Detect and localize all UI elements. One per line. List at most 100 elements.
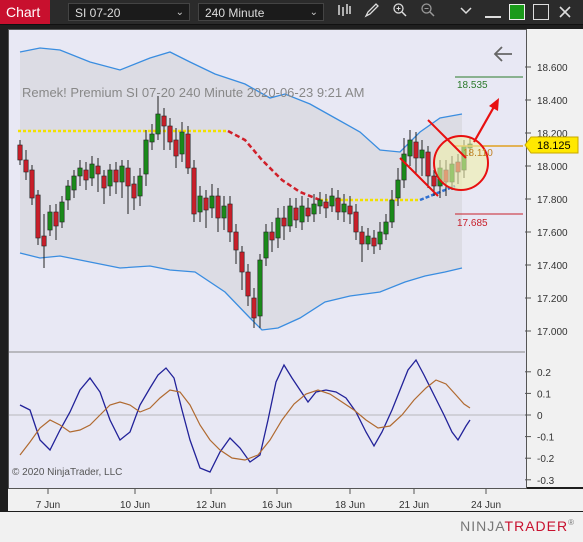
candle-body: [107, 169, 113, 187]
candle-body: [131, 183, 137, 199]
chevron-down-icon: ⌄: [309, 7, 318, 18]
oscillator-slow: [19, 379, 471, 461]
osc-tick-label: 0.2: [537, 368, 551, 379]
stop-price-label: 17.685: [457, 218, 488, 229]
candle-body: [377, 231, 383, 245]
zoom-in-icon[interactable]: [390, 2, 410, 22]
candle-body: [197, 195, 203, 213]
instrument-selector[interactable]: SI 07-20 ⌄: [68, 3, 190, 21]
candle-body: [113, 169, 119, 183]
bollinger-band: [19, 47, 463, 331]
ma-segment: [227, 129, 321, 202]
candle-body: [263, 231, 269, 259]
breakout-arrow: [473, 104, 496, 143]
link-color-button[interactable]: [509, 4, 525, 20]
time-tick-label: 21 Jun: [399, 500, 429, 511]
price-axis[interactable]: [527, 29, 583, 487]
interval-selector[interactable]: 240 Minute ⌄: [198, 3, 324, 21]
candle-body: [83, 169, 89, 181]
candle-body: [365, 235, 371, 245]
osc-tick-label: -0.2: [537, 454, 555, 465]
price-tick-label: 18.400: [537, 96, 568, 107]
footer: [0, 512, 583, 542]
candle-body: [311, 203, 317, 215]
candle-body: [389, 199, 395, 223]
ninjatrader-logo: NINJATRADER®: [460, 518, 575, 534]
candle-body: [77, 167, 83, 177]
logo-mark: ®: [568, 518, 575, 527]
highlight-circle: [433, 135, 489, 191]
candle-body: [47, 211, 53, 231]
osc-tick-label: -0.1: [537, 433, 555, 444]
candle-body: [317, 199, 323, 207]
candle-body: [287, 205, 293, 227]
candle-body: [401, 153, 407, 181]
bar-type-icon[interactable]: [334, 2, 354, 22]
candle-body: [191, 167, 197, 215]
candle-body: [155, 113, 161, 135]
pencil-icon[interactable]: [362, 2, 382, 22]
candle-body: [203, 197, 209, 211]
candle-body: [65, 185, 71, 201]
osc-tick-label: -0.3: [537, 476, 555, 487]
candle-body: [35, 194, 41, 239]
annotations: 18.535 17.685 18.110: [399, 76, 523, 229]
price-tick-label: 18.200: [537, 129, 568, 140]
candle-body: [173, 139, 179, 157]
chart-tab[interactable]: Chart: [0, 0, 50, 24]
candle-body: [251, 297, 257, 319]
candle-body: [149, 133, 155, 143]
price-tick-label: 18.000: [537, 162, 568, 173]
candle-body: [221, 205, 227, 219]
candle-body: [209, 195, 215, 209]
time-axis[interactable]: [8, 489, 583, 511]
candle-body: [71, 175, 77, 191]
candle-body: [413, 141, 419, 159]
candle-body: [281, 217, 287, 227]
last-price-label: 18.125: [537, 140, 571, 152]
axis-labels: 18.600 18.400 18.200 18.000 17.800 17.600 17.4…: [36, 63, 579, 511]
candle-body: [119, 165, 125, 183]
maximize-button[interactable]: [533, 4, 549, 20]
candle-body: [101, 175, 107, 189]
candle-body: [341, 203, 347, 213]
zoom-out-icon[interactable]: [418, 2, 438, 22]
oscillator-fast: [19, 358, 471, 473]
candle-body: [23, 159, 29, 173]
copyright: © 2020 NinjaTrader, LLC: [12, 467, 123, 478]
price-tick-label: 18.600: [537, 63, 568, 74]
candle-body: [383, 221, 389, 235]
logo-text-ninja: NINJA: [460, 518, 505, 534]
time-tick-label: 16 Jun: [262, 500, 292, 511]
candle-body: [305, 207, 311, 217]
osc-tick-label: 0: [537, 411, 543, 422]
candle-body: [179, 131, 185, 155]
wedge-lower-line: [399, 157, 439, 197]
candle-body: [167, 125, 173, 143]
candle-body: [41, 235, 47, 247]
target-price-label: 18.535: [457, 80, 488, 91]
interval-value: 240 Minute: [205, 6, 265, 20]
candle-body: [95, 165, 101, 175]
chevron-down-icon[interactable]: [456, 2, 476, 22]
candle-body: [185, 133, 191, 169]
chevron-down-icon: ⌄: [175, 7, 184, 18]
instrument-value: SI 07-20: [75, 6, 121, 20]
close-button[interactable]: [557, 4, 573, 20]
candle-body: [293, 207, 299, 221]
candle-body: [335, 197, 341, 213]
candle-body: [125, 167, 131, 187]
candle-body: [275, 217, 281, 239]
logo-text-trader: TRADER: [504, 518, 569, 534]
time-tick-label: 18 Jun: [335, 500, 365, 511]
chart-label: Remek! Premium SI 07-20 240 Minute 2020-…: [22, 85, 365, 100]
time-tick-label: 24 Jun: [471, 500, 501, 511]
candle-body: [371, 237, 377, 247]
price-tick-label: 17.200: [537, 294, 568, 305]
candle-body: [215, 195, 221, 219]
back-arrow-icon[interactable]: [492, 44, 514, 64]
minimize-button[interactable]: [485, 4, 501, 18]
candle-body: [227, 203, 233, 233]
candle-body: [431, 175, 437, 187]
